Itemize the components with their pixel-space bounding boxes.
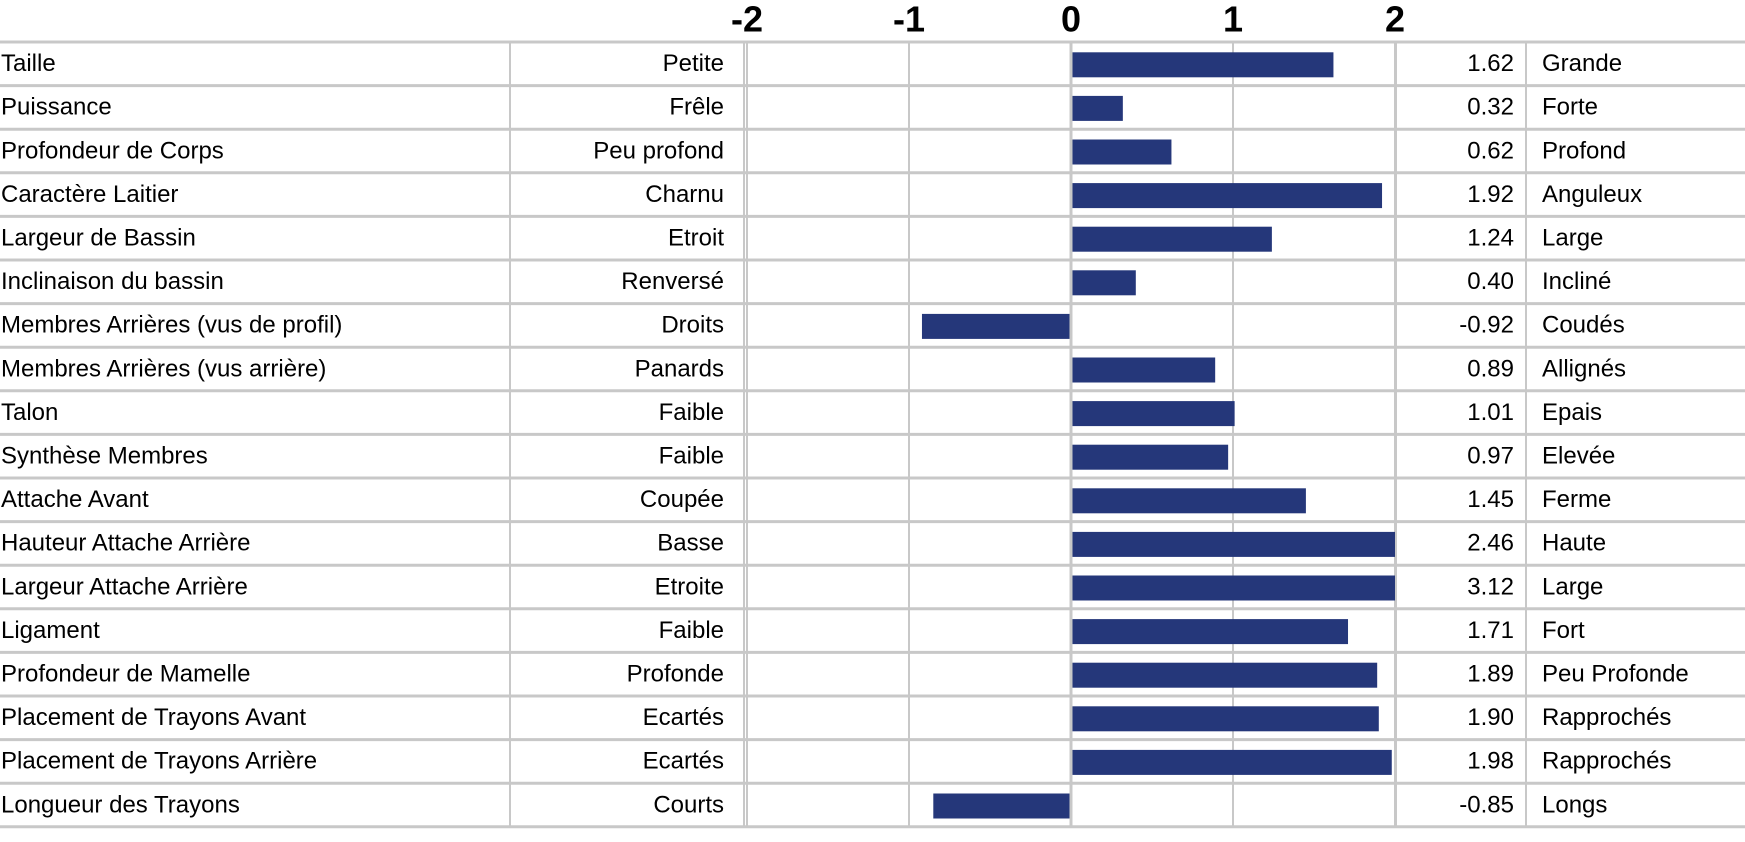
high-pole-label: Large: [1542, 573, 1603, 600]
high-pole-label: Large: [1542, 225, 1603, 252]
trait-label: Placement de Trayons Arrière: [1, 748, 317, 775]
low-pole-label: Petite: [663, 50, 724, 77]
value-label: 1.24: [1467, 225, 1514, 252]
value-label: 1.90: [1467, 704, 1514, 731]
high-pole-label: Elevée: [1542, 443, 1615, 470]
tick-label: -2: [731, 0, 763, 40]
low-pole-label: Faible: [659, 443, 724, 470]
trait-label: Hauteur Attache Arrière: [1, 530, 250, 557]
low-pole-label: Ecartés: [643, 748, 724, 775]
value-label: 3.12: [1467, 573, 1514, 600]
value-label: 1.45: [1467, 486, 1514, 513]
trait-label: Inclinaison du bassin: [1, 268, 224, 295]
bar: [1071, 706, 1379, 732]
bar: [1071, 226, 1272, 252]
trait-label: Profondeur de Corps: [1, 137, 224, 164]
high-pole-label: Allignés: [1542, 355, 1626, 382]
high-pole-label: Anguleux: [1542, 181, 1642, 208]
value-label: 1.98: [1467, 748, 1514, 775]
low-pole-label: Courts: [653, 791, 724, 818]
value-label: 2.46: [1467, 530, 1514, 557]
low-pole-label: Coupée: [640, 486, 724, 513]
value-label: 1.89: [1467, 661, 1514, 688]
low-pole-label: Panards: [635, 355, 724, 382]
tick-label: 2: [1385, 0, 1405, 40]
trait-label: Largeur Attache Arrière: [1, 573, 248, 600]
value-label: 0.32: [1467, 94, 1514, 121]
high-pole-label: Incliné: [1542, 268, 1611, 295]
value-label: -0.92: [1459, 312, 1514, 339]
bar: [1071, 52, 1334, 78]
bar: [933, 793, 1071, 819]
low-pole-label: Faible: [659, 617, 724, 644]
trait-label: Membres Arrières (vus arrière): [1, 355, 326, 382]
bar: [1071, 270, 1136, 296]
trait-label: Membres Arrières (vus de profil): [1, 312, 342, 339]
low-pole-label: Basse: [657, 530, 724, 557]
tick-label: -1: [893, 0, 925, 40]
bar: [1071, 749, 1392, 775]
tick-label: 0: [1061, 0, 1081, 40]
low-pole-label: Frêle: [669, 94, 724, 121]
bar: [1071, 575, 1395, 601]
value-label: 1.01: [1467, 399, 1514, 426]
high-pole-label: Coudés: [1542, 312, 1625, 339]
high-pole-label: Profond: [1542, 137, 1626, 164]
bar: [1071, 139, 1172, 165]
bar: [1071, 488, 1306, 514]
low-pole-label: Ecartés: [643, 704, 724, 731]
bar: [1071, 619, 1349, 645]
high-pole-label: Longs: [1542, 791, 1607, 818]
value-label: 0.97: [1467, 443, 1514, 470]
high-pole-label: Rapprochés: [1542, 748, 1671, 775]
low-pole-label: Profonde: [627, 661, 724, 688]
trait-label: Profondeur de Mamelle: [1, 661, 250, 688]
trait-label: Puissance: [1, 94, 112, 121]
low-pole-label: Charnu: [645, 181, 724, 208]
high-pole-label: Haute: [1542, 530, 1606, 557]
bar: [1071, 662, 1378, 688]
trait-label: Talon: [1, 399, 58, 426]
bar: [1071, 183, 1383, 209]
value-label: 1.62: [1467, 50, 1514, 77]
low-pole-label: Renversé: [621, 268, 724, 295]
high-pole-label: Fort: [1542, 617, 1585, 644]
bar: [1071, 531, 1395, 557]
trait-label: Ligament: [1, 617, 100, 644]
value-label: 0.40: [1467, 268, 1514, 295]
low-pole-label: Peu profond: [593, 137, 724, 164]
tick-label: 1: [1223, 0, 1243, 40]
high-pole-label: Epais: [1542, 399, 1602, 426]
trait-label: Largeur de Bassin: [1, 225, 196, 252]
bar: [921, 313, 1071, 339]
high-pole-label: Forte: [1542, 94, 1598, 121]
low-pole-label: Droits: [661, 312, 724, 339]
high-pole-label: Grande: [1542, 50, 1622, 77]
value-label: 0.89: [1467, 355, 1514, 382]
bar: [1071, 95, 1123, 121]
trait-label: Taille: [1, 50, 56, 77]
high-pole-label: Peu Profonde: [1542, 661, 1689, 688]
value-label: 1.71: [1467, 617, 1514, 644]
bar: [1071, 357, 1216, 383]
trait-label: Caractère Laitier: [1, 181, 178, 208]
trait-label: Longueur des Trayons: [1, 791, 240, 818]
value-label: 0.62: [1467, 137, 1514, 164]
trait-label: Placement de Trayons Avant: [1, 704, 306, 731]
value-label: -0.85: [1459, 791, 1514, 818]
trait-label: Attache Avant: [1, 486, 149, 513]
bar: [1071, 401, 1235, 427]
high-pole-label: Ferme: [1542, 486, 1611, 513]
bar: [1071, 444, 1229, 470]
low-pole-label: Etroite: [655, 573, 724, 600]
high-pole-label: Rapprochés: [1542, 704, 1671, 731]
low-pole-label: Etroit: [668, 225, 724, 252]
value-label: 1.92: [1467, 181, 1514, 208]
trait-label: Synthèse Membres: [1, 443, 208, 470]
low-pole-label: Faible: [659, 399, 724, 426]
